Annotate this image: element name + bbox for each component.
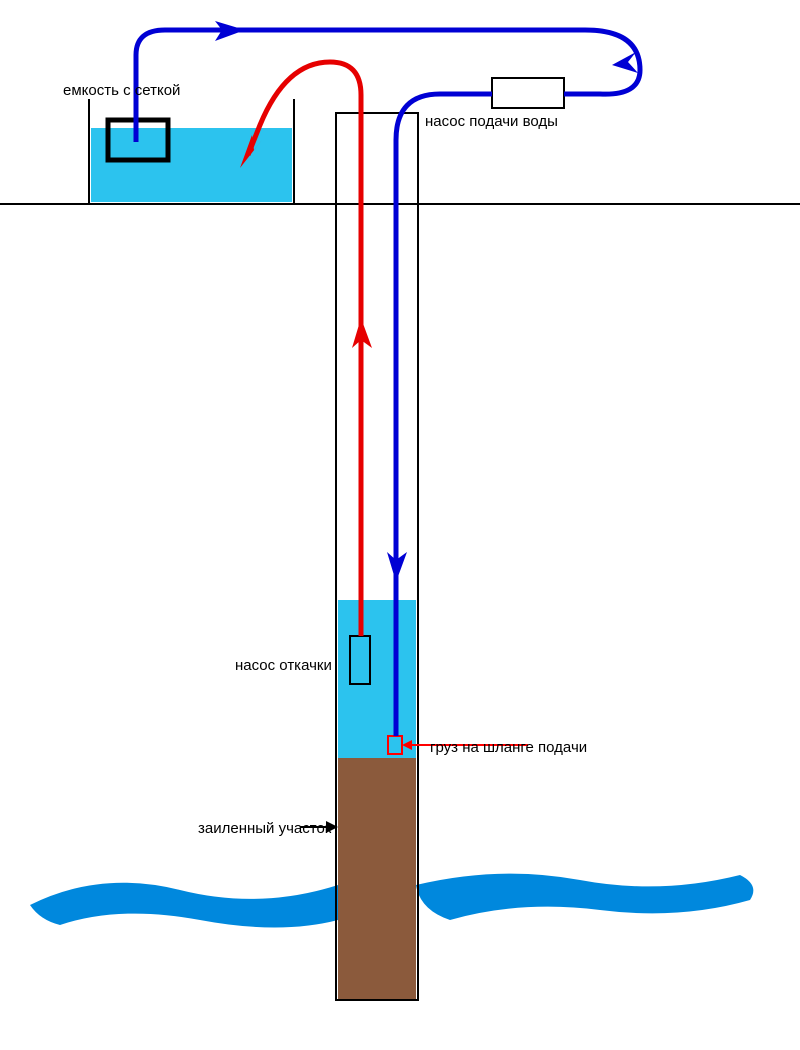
label-tank-mesh: емкость с сеткой: [63, 82, 180, 99]
silted-section: [338, 758, 416, 1000]
label-supply-pump: насос подачи воды: [425, 113, 558, 130]
aquifer-right: [416, 874, 753, 920]
tank-water: [91, 128, 292, 202]
diagram-svg: [0, 0, 800, 1050]
blue-arrow-left: [612, 52, 638, 73]
label-suction-pump: насос откачки: [235, 657, 332, 674]
label-hose-weight: груз на шланге подачи: [430, 739, 587, 756]
aquifer: [30, 883, 338, 928]
supply-pump-box: [492, 78, 564, 108]
weight-box: [388, 736, 402, 754]
label-silted: заиленный участок: [198, 820, 331, 837]
